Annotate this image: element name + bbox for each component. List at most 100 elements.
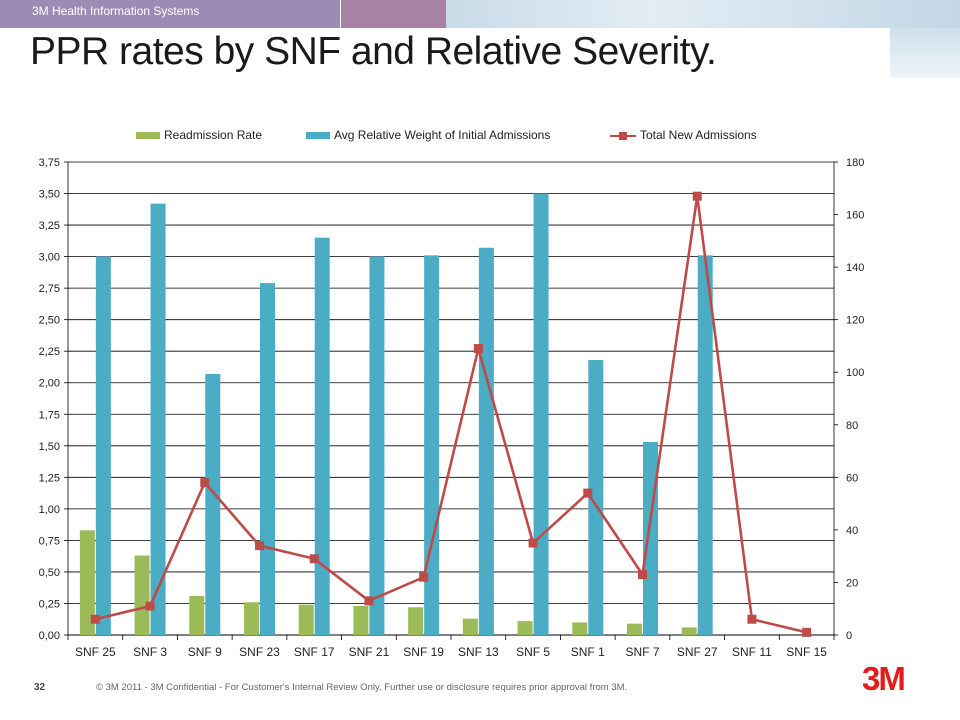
3m-logo: 3M — [862, 662, 906, 694]
marker-total-new-admissions — [638, 570, 647, 580]
3m-logo-text: 3M — [862, 662, 904, 694]
marker-total-new-admissions — [802, 627, 812, 637]
left-axis-tick-label: 2,75 — [39, 283, 60, 295]
marker-total-new-admissions — [364, 596, 374, 606]
page-title: PPR rates by SNF and Relative Severity. — [30, 30, 717, 73]
marker-total-new-admissions — [90, 614, 100, 624]
bar-readmission-rate — [517, 621, 533, 635]
bar-readmission-rate — [353, 605, 369, 635]
bar-readmission-rate — [627, 623, 642, 635]
x-axis-tick-label: SNF 27 — [677, 645, 718, 659]
right-axis-tick-label: 140 — [846, 262, 864, 274]
bar-avg-relative-weight — [314, 237, 330, 635]
bar-avg-relative-weight — [697, 255, 713, 635]
left-axis-tick-label: 0,50 — [39, 567, 60, 579]
legend-item-admissions: Total New Admissions — [610, 128, 757, 142]
bar-avg-relative-weight — [478, 247, 494, 635]
banner-strip-purple — [0, 0, 340, 28]
left-axis-tick-label: 0,25 — [39, 598, 60, 610]
marker-total-new-admissions — [309, 554, 319, 564]
banner-corner-graphic — [890, 28, 960, 78]
chart-legend: Readmission Rate Avg Relative Weight of … — [0, 128, 960, 144]
legend-item-readmission: Readmission Rate — [136, 128, 262, 142]
bar-readmission-rate — [681, 627, 697, 635]
bar-readmission-rate — [408, 607, 424, 635]
marker-total-new-admissions — [583, 488, 593, 498]
x-axis-tick-label: SNF 1 — [571, 645, 605, 659]
x-axis-tick-label: SNF 25 — [75, 645, 116, 659]
bar-readmission-rate — [298, 604, 314, 635]
banner-strip-mauve — [340, 0, 446, 28]
bar-avg-relative-weight — [95, 256, 111, 635]
x-axis-tick-label: SNF 9 — [188, 645, 222, 659]
left-axis-tick-label: 3,00 — [39, 252, 60, 264]
right-axis-tick-label: 40 — [846, 525, 858, 537]
bar-readmission-rate — [134, 555, 150, 635]
line-total-new-admissions — [95, 194, 807, 634]
x-axis-tick-label: SNF 15 — [786, 645, 827, 659]
legend-label-admissions: Total New Admissions — [640, 128, 757, 142]
x-axis-tick-label: SNF 5 — [516, 645, 550, 659]
brand-name: 3M Health Information Systems — [32, 4, 200, 18]
left-axis-tick-label: 1,75 — [39, 409, 60, 421]
page-number: 32 — [34, 682, 46, 693]
left-axis-tick-label: 1,00 — [39, 504, 60, 516]
left-axis-tick-label: 1,50 — [39, 441, 60, 453]
right-axis-tick-label: 160 — [846, 210, 864, 222]
marker-total-new-admissions — [692, 191, 702, 201]
x-axis-tick-label: SNF 19 — [403, 645, 444, 659]
right-axis-tick-label: 80 — [846, 420, 858, 432]
bar-readmission-rate — [79, 530, 95, 635]
marker-total-new-admissions — [473, 344, 483, 354]
legend-item-weight: Avg Relative Weight of Initial Admission… — [306, 128, 550, 142]
right-axis-tick-label: 20 — [846, 577, 858, 589]
right-axis-tick-label: 60 — [846, 472, 858, 484]
x-axis-tick-label: SNF 23 — [239, 645, 280, 659]
bar-avg-relative-weight — [643, 442, 658, 635]
legend-label-readmission: Readmission Rate — [164, 128, 263, 142]
marker-total-new-admissions — [528, 538, 538, 548]
legend-swatch-admissions — [610, 131, 636, 140]
left-axis-tick-label: 2,00 — [39, 378, 60, 390]
marker-total-new-admissions — [200, 478, 210, 488]
bar-avg-relative-weight — [424, 255, 440, 635]
marker-total-new-admissions — [419, 572, 429, 582]
left-axis-tick-label: 1,25 — [39, 472, 60, 484]
bar-readmission-rate — [189, 595, 205, 635]
bar-avg-relative-weight — [588, 360, 604, 635]
marker-total-new-admissions — [747, 614, 757, 624]
bar-avg-relative-weight — [369, 256, 385, 635]
x-axis-tick-label: SNF 7 — [625, 645, 659, 659]
x-axis-tick-label: SNF 21 — [349, 645, 390, 659]
right-axis-tick-label: 100 — [846, 367, 864, 379]
right-axis-tick-label: 120 — [846, 315, 864, 327]
left-axis-tick-label: 2,25 — [39, 346, 60, 358]
marker-total-new-admissions — [255, 541, 264, 551]
footer: 32 © 3M 2011 - 3M Confidential - For Cus… — [0, 680, 960, 700]
x-axis-tick-label: SNF 3 — [133, 645, 167, 659]
right-axis-tick-label: 0 — [846, 630, 852, 642]
bar-readmission-rate — [244, 602, 259, 635]
bar-avg-relative-weight — [150, 203, 166, 635]
left-axis-tick-label: 2,50 — [39, 315, 60, 327]
bar-readmission-rate — [462, 618, 478, 635]
x-axis-tick-label: SNF 17 — [294, 645, 335, 659]
x-axis-tick-label: SNF 13 — [458, 645, 499, 659]
left-axis-tick-label: 0,00 — [39, 630, 60, 642]
marker-total-new-admissions — [145, 601, 155, 611]
left-axis-tick-label: 0,75 — [39, 535, 60, 547]
legend-label-weight: Avg Relative Weight of Initial Admission… — [334, 128, 551, 142]
bar-readmission-rate — [572, 622, 588, 635]
left-axis-tick-label: 3,50 — [39, 189, 60, 201]
copyright-notice: © 3M 2011 - 3M Confidential - For Custom… — [96, 682, 628, 693]
right-axis-tick-label: 180 — [846, 157, 864, 169]
x-axis-tick-label: SNF 11 — [732, 645, 772, 659]
header-banner: 3M Health Information Systems PPR rates … — [0, 0, 960, 78]
legend-swatch-readmission — [136, 132, 160, 140]
ppr-chart: 0,00 0,25 0,50 0,75 1,00 1,25 1,50 1,75 2,00 2,25… — [39, 157, 865, 659]
legend-swatch-weight — [306, 132, 330, 140]
bar-avg-relative-weight — [205, 373, 221, 635]
banner-strip-blue — [446, 0, 960, 28]
bar-avg-relative-weight — [260, 283, 275, 635]
left-axis-tick-label: 3,25 — [39, 220, 60, 232]
